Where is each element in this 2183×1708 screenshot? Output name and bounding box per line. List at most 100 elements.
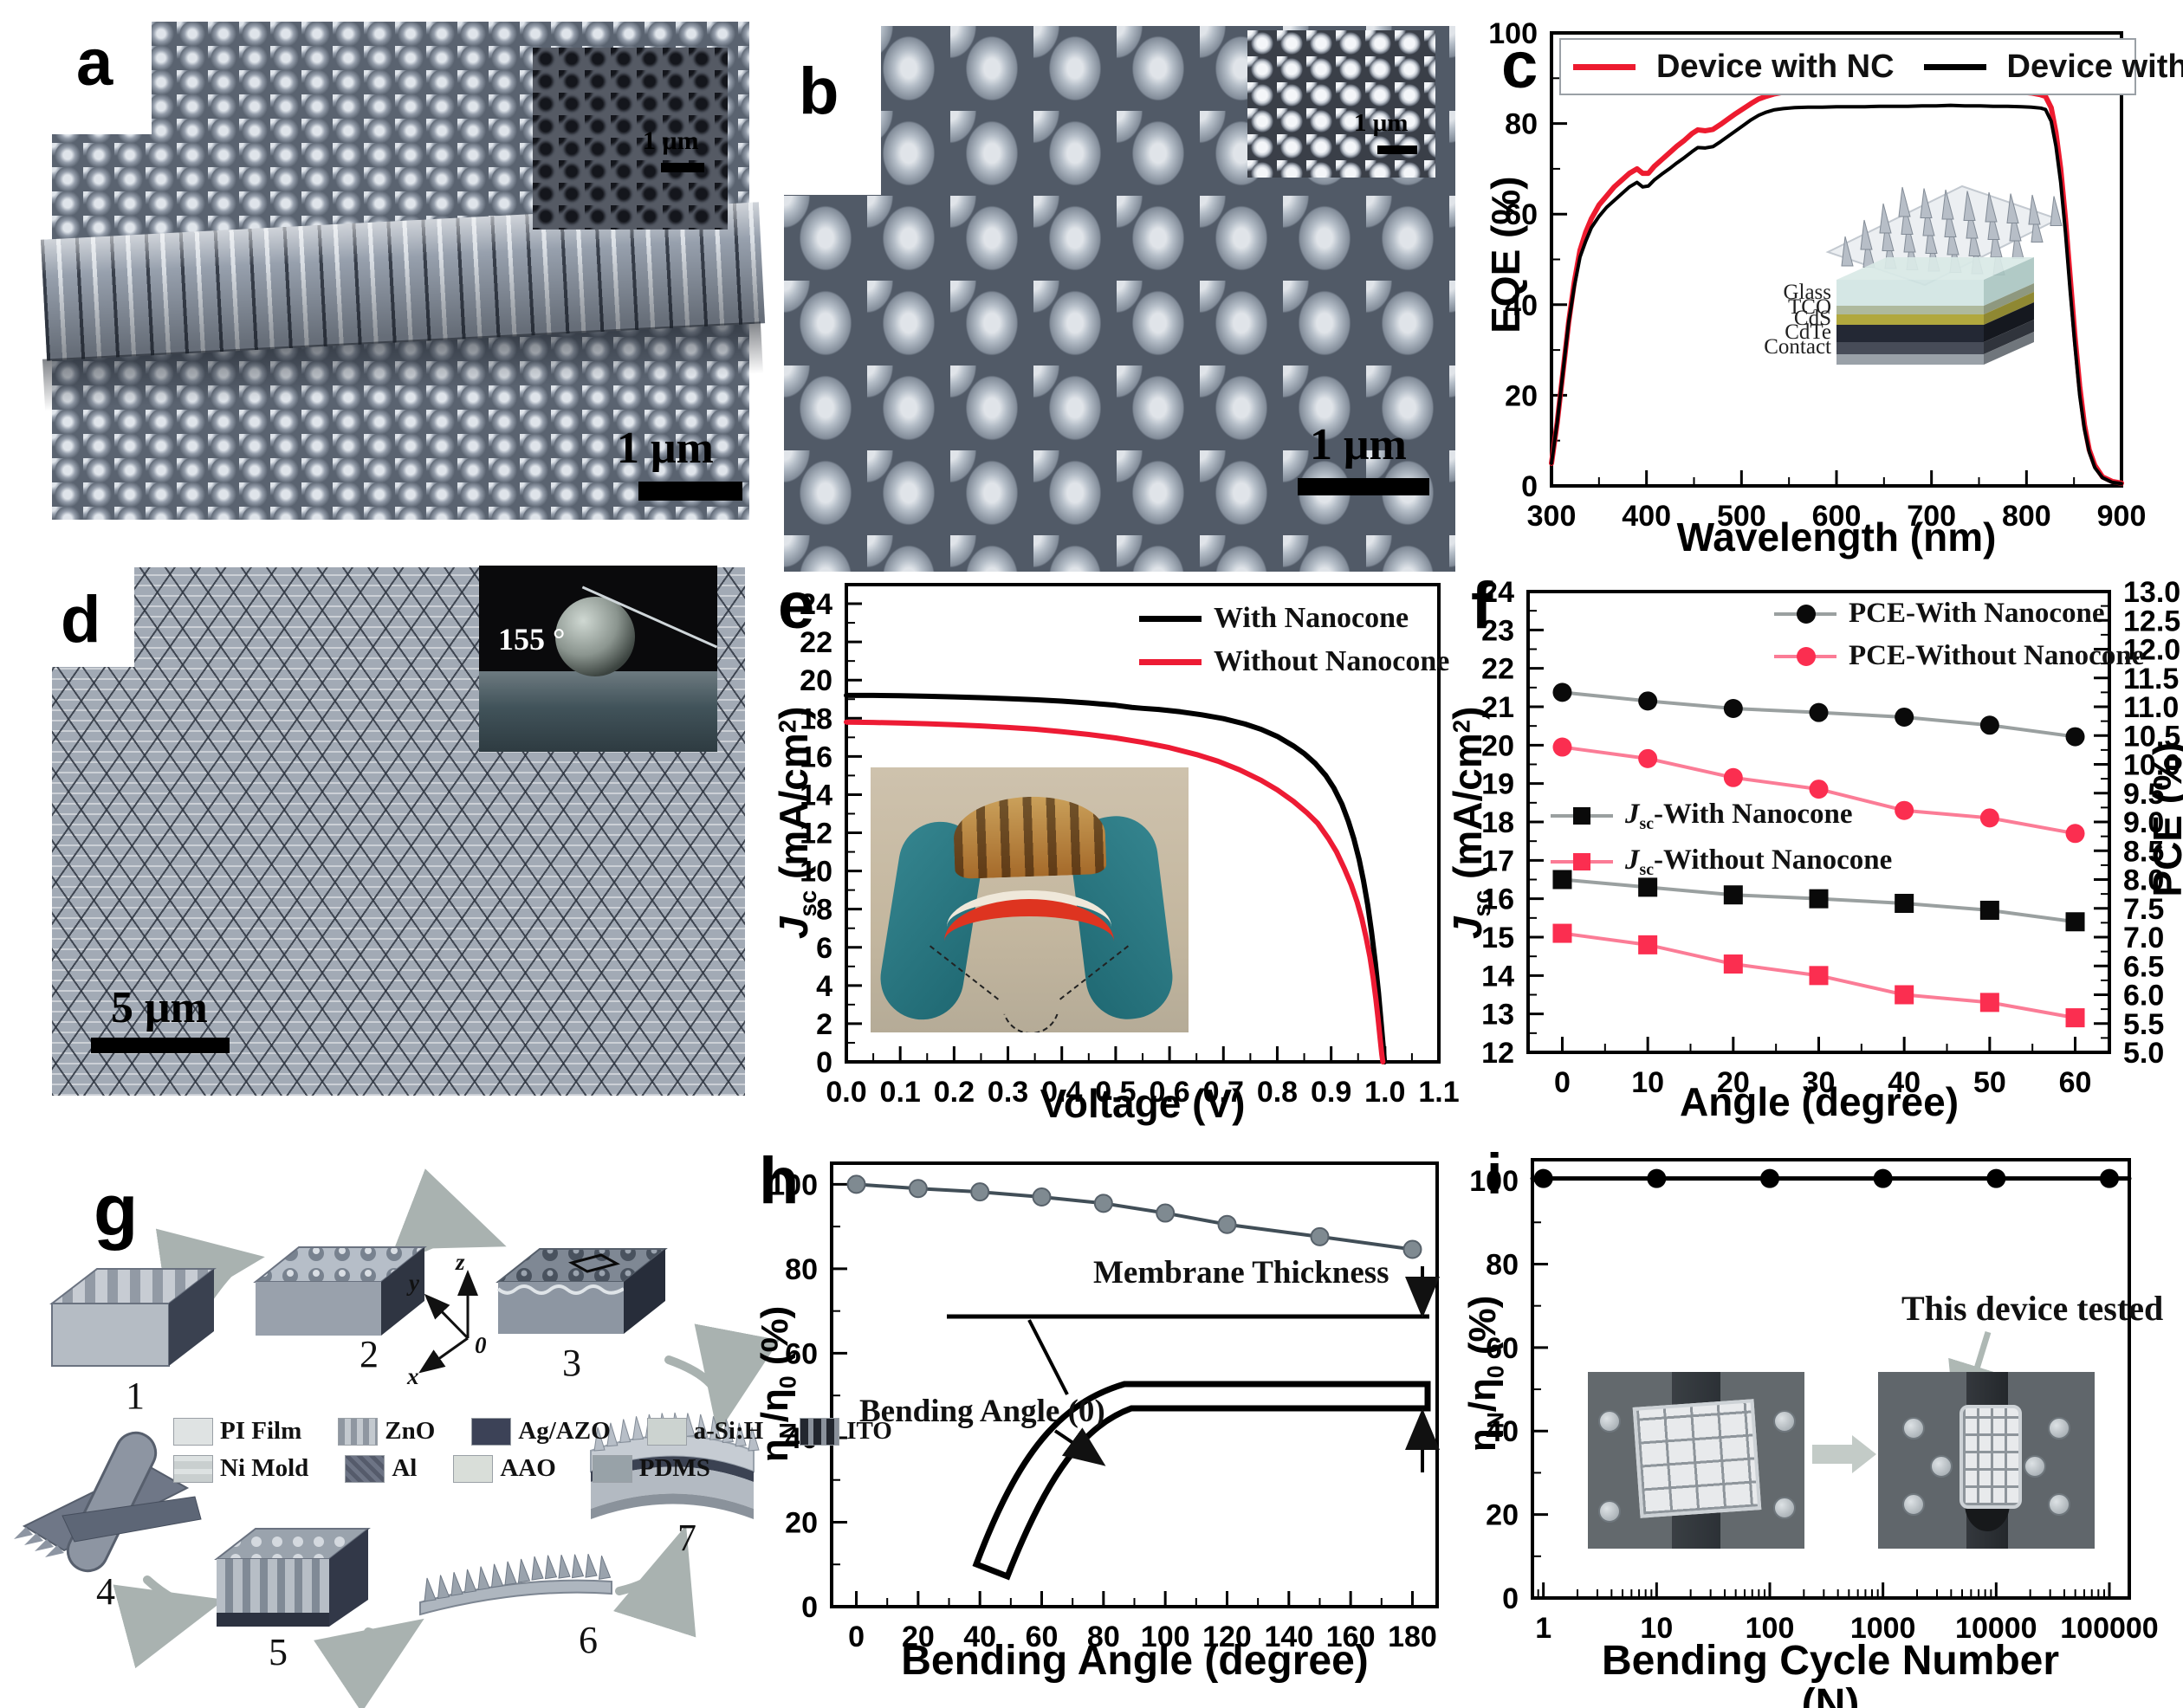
svg-text:13.0: 13.0	[2123, 576, 2180, 609]
svg-text:60: 60	[1486, 1332, 1519, 1365]
legend-al: Al	[345, 1454, 417, 1483]
fabrication-process-diagram: 1 2 3 4 5 6 7 x y z 0	[14, 1168, 780, 1708]
svg-text:14: 14	[1481, 960, 1514, 993]
svg-text:40: 40	[963, 1621, 996, 1653]
bending-rig-photo-bent	[1878, 1372, 2095, 1549]
jsc-legend-without: Jsc-Without Nanocone	[1551, 844, 1892, 880]
panel-label-a: a	[76, 26, 113, 100]
svg-text:80: 80	[785, 1253, 818, 1286]
svg-text:160: 160	[1326, 1621, 1376, 1653]
f-ylabel: Jsc (mA/cm2)	[1445, 706, 1495, 940]
legend-pi-film: PI Film	[173, 1417, 301, 1446]
axis-y-label: y	[406, 1270, 420, 1296]
jv-legend-line-without	[1139, 658, 1202, 665]
layer-tco	[1836, 306, 1984, 314]
label-cds: CdS	[1794, 307, 1831, 330]
sem-a-scalebar-text: 1 μm	[617, 424, 714, 473]
materials-legend-row-2: Ni Mold Al AAO PDMS	[173, 1454, 892, 1483]
svg-text:10.0: 10.0	[2123, 749, 2180, 782]
svg-text:18: 18	[1481, 806, 1514, 839]
svg-text:1.1: 1.1	[1418, 1076, 1459, 1109]
svg-text:4: 4	[816, 970, 832, 1003]
pce-legend-with: PCE-With Nanocone	[1774, 598, 2144, 630]
svg-text:11.0: 11.0	[2123, 691, 2179, 724]
pce-legend-marker-with	[1797, 604, 1816, 624]
bending-cycle-chart: 1 10 100 1000 10000 100000 0 20 40 60 80 100	[1469, 1143, 2183, 1654]
jsc-legend-with: Jsc-With Nanocone	[1551, 799, 1892, 834]
layer-cdte-side	[1984, 302, 2034, 342]
flexible-device-photo	[871, 767, 1189, 1032]
svg-text:7.0: 7.0	[2123, 922, 2164, 954]
screw-icon	[1773, 1497, 1796, 1519]
materials-legend-row-1: PI Film ZnO Ag/AZO a-Si:H ITO	[173, 1417, 892, 1446]
svg-text:0.1: 0.1	[880, 1076, 921, 1109]
svg-text:20: 20	[1481, 729, 1514, 762]
layer-base-side	[1984, 332, 2034, 365]
jsc-legend-label-without: Jsc-Without Nanocone	[1625, 844, 1893, 879]
pce-legend-line-without	[1774, 646, 1836, 666]
f-y2label: PCE (%)	[2144, 741, 2183, 897]
svg-text:20: 20	[800, 664, 832, 697]
svg-text:0: 0	[1521, 470, 1538, 503]
svg-text:100: 100	[1488, 17, 1538, 50]
svg-text:40: 40	[1505, 289, 1538, 322]
svg-text:60: 60	[1026, 1621, 1059, 1653]
sem-b-scalebar-text: 1 μm	[1310, 420, 1407, 469]
svg-text:7.5: 7.5	[2123, 893, 2164, 926]
jv-legend: With Nanocone Without Nanocone	[1139, 602, 1449, 689]
svg-text:8.0: 8.0	[2123, 864, 2164, 897]
eqe-legend-label-withoutnc: Device without NC	[2006, 48, 2183, 85]
svg-text:10000: 10000	[1955, 1612, 2037, 1645]
svg-text:13: 13	[1481, 999, 1514, 1032]
layer-cdte	[1836, 325, 1984, 342]
svg-text:60: 60	[785, 1337, 818, 1370]
svg-text:21: 21	[1481, 691, 1514, 724]
svg-text:19: 19	[1481, 768, 1514, 801]
svg-text:24: 24	[800, 588, 832, 621]
svg-text:20: 20	[1717, 1066, 1750, 1099]
svg-text:0.9: 0.9	[1311, 1076, 1351, 1109]
svg-text:23: 23	[1481, 614, 1514, 647]
svg-text:16: 16	[800, 741, 832, 773]
screw-icon	[1930, 1455, 1953, 1478]
svg-text:9.5: 9.5	[2123, 778, 2164, 811]
svg-text:60: 60	[2059, 1066, 2092, 1099]
svg-text:50: 50	[1973, 1066, 2006, 1099]
label-contact: Contact	[1764, 335, 1831, 359]
layer-contact	[1836, 342, 1984, 354]
materials-legend: PI Film ZnO Ag/AZO a-Si:H ITO Ni Mold Al…	[173, 1417, 892, 1491]
membrane-thickness-label: Membrane Thickness	[1093, 1255, 1389, 1291]
screw-icon	[2048, 1493, 2070, 1516]
angle-dependence-chart: 0 10 20 30 40 50 60 12 13 14 15 16 17 18 19 20 21 22 23 24 5…	[1455, 572, 2183, 1109]
svg-text:60: 60	[1505, 198, 1538, 231]
panel-label-b: b	[799, 55, 839, 128]
svg-text:80: 80	[1505, 108, 1538, 141]
svg-text:40: 40	[1486, 1415, 1519, 1448]
panel-a-letter-patch	[30, 13, 152, 134]
svg-text:0: 0	[1554, 1066, 1571, 1099]
screw-icon	[2048, 1417, 2070, 1440]
layer-cds	[1836, 314, 1984, 325]
step-2-number: 2	[360, 1333, 379, 1375]
svg-text:16: 16	[1481, 883, 1514, 916]
svg-text:100: 100	[768, 1168, 818, 1201]
label-tco: TCO	[1788, 295, 1831, 319]
between-photos-arrow-head	[1852, 1435, 1876, 1473]
svg-text:10: 10	[800, 856, 832, 889]
svg-text:10: 10	[1631, 1066, 1664, 1099]
svg-text:900: 900	[2097, 500, 2147, 533]
layer-cds-side	[1984, 292, 2034, 325]
screw-icon	[1902, 1417, 1925, 1440]
sem-d-scalebar-text: 5 μm	[111, 983, 208, 1032]
svg-text:6: 6	[816, 932, 832, 965]
droplet-surface	[479, 671, 717, 752]
nanocone-spikes	[1841, 186, 2063, 275]
layer-base	[1836, 354, 1984, 365]
svg-text:0: 0	[816, 1046, 832, 1079]
svg-text:14: 14	[800, 779, 832, 812]
contact-angle-value: 155 °	[498, 622, 566, 657]
device-flat	[1632, 1399, 1762, 1518]
svg-text:5.0: 5.0	[2123, 1037, 2164, 1070]
contact-angle-inset: 155 °	[479, 566, 717, 752]
